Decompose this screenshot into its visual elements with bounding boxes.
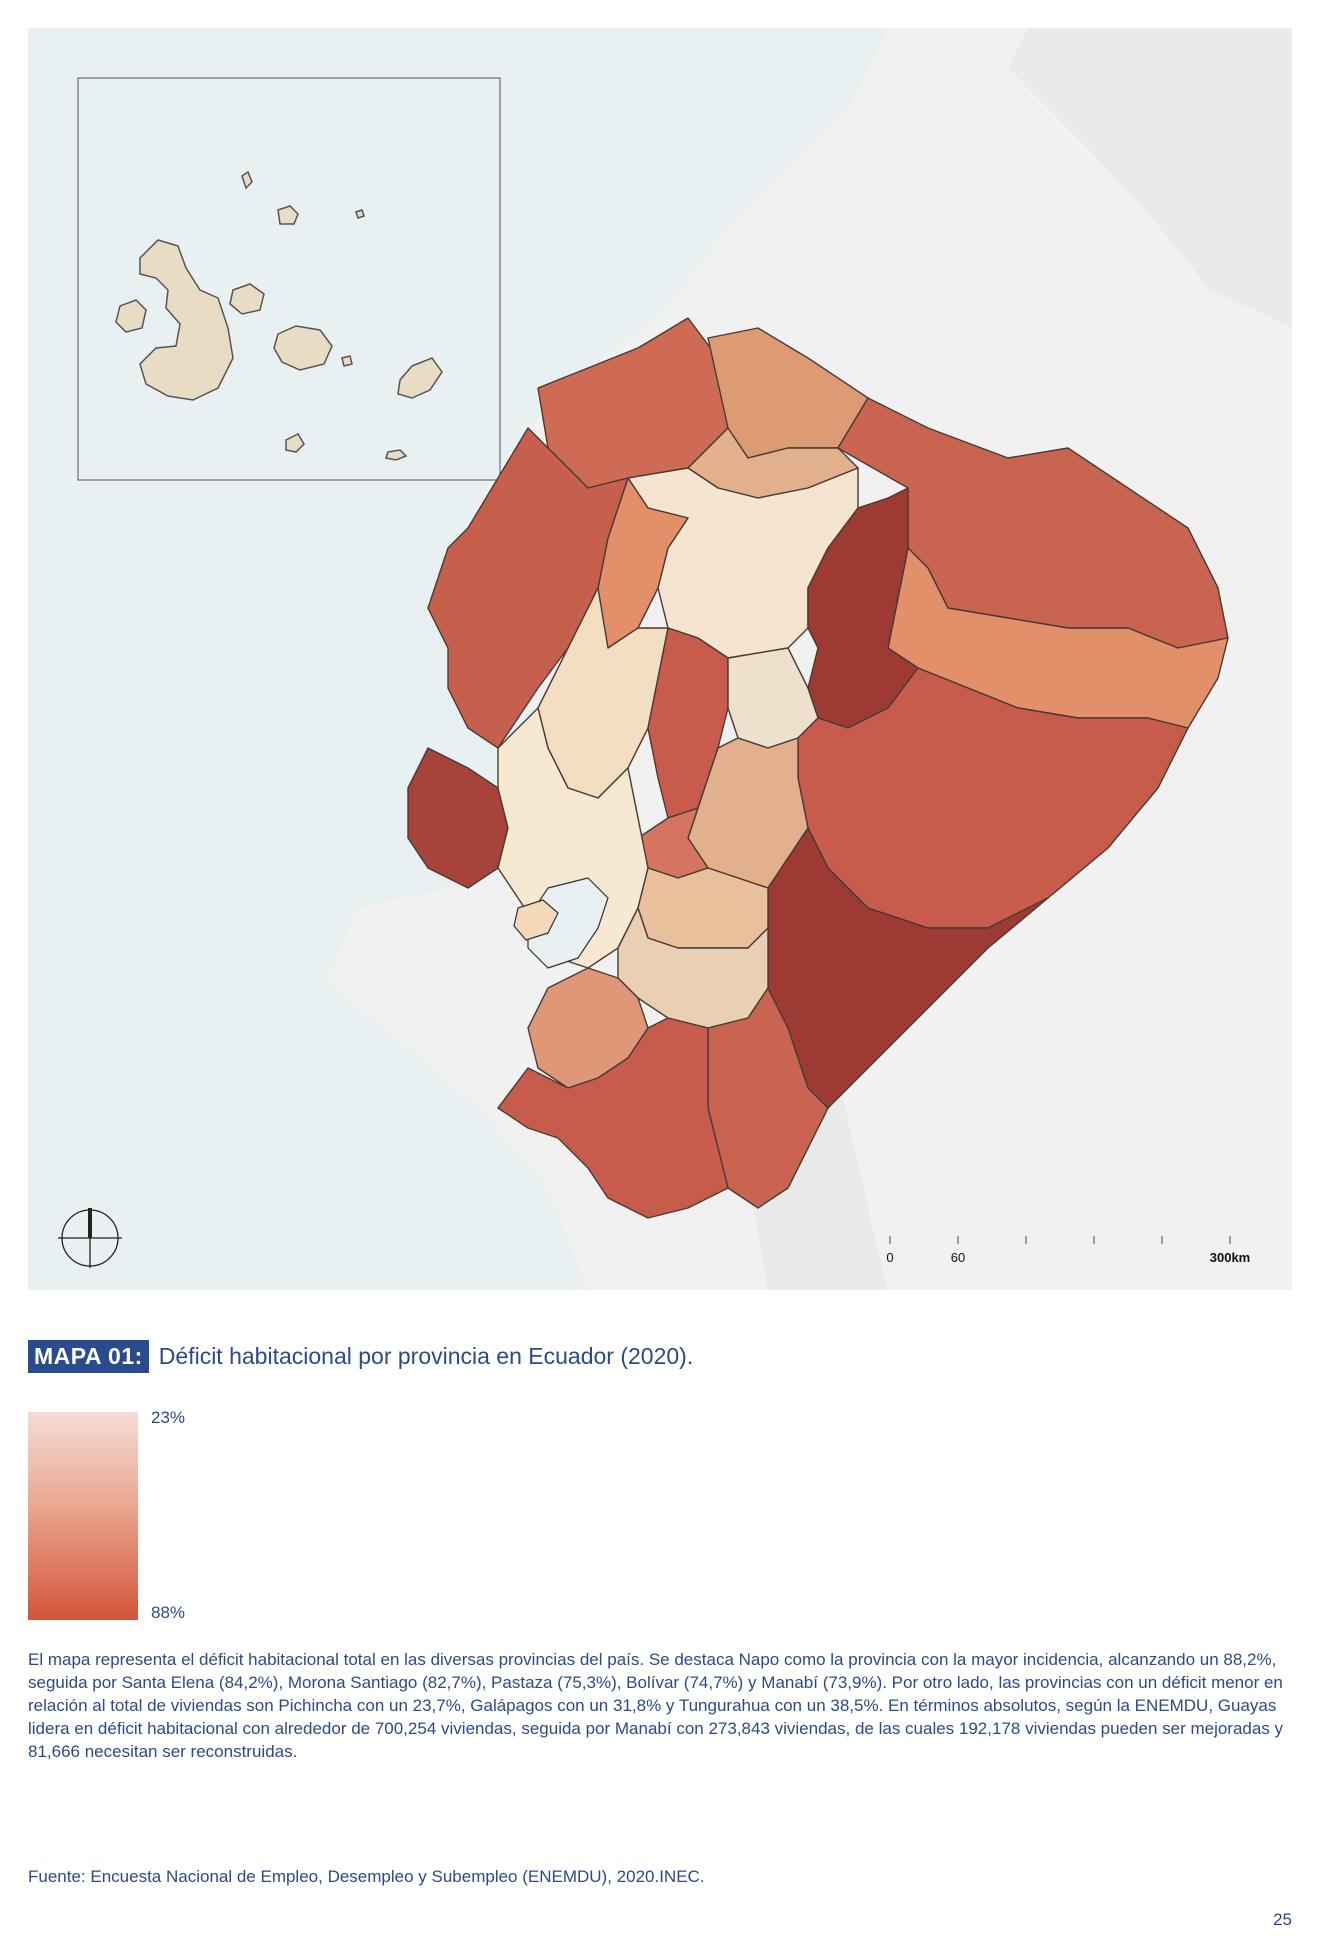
scale-label-zero: 0 bbox=[886, 1250, 893, 1265]
province-azuay bbox=[617, 907, 769, 1029]
provinces bbox=[407, 317, 1229, 1219]
island-genovesa bbox=[355, 209, 365, 219]
ecuador-deficit-map: 0 60 300km bbox=[28, 28, 1292, 1290]
north-arrow-icon bbox=[58, 1208, 122, 1268]
island-san-cristobal bbox=[397, 357, 443, 399]
scale-label-sixty: 60 bbox=[951, 1250, 965, 1265]
scale-label-max: 300km bbox=[1210, 1250, 1250, 1265]
island-espanola bbox=[385, 449, 408, 461]
scale-bar bbox=[889, 1236, 1231, 1244]
map-caption-label: MAPA 01: bbox=[28, 1340, 149, 1373]
page-number: 25 bbox=[1273, 1910, 1292, 1929]
island-santa-fe bbox=[341, 355, 353, 367]
island-santa-cruz bbox=[273, 325, 333, 371]
province-loja bbox=[497, 1017, 729, 1219]
galapagos-inset bbox=[77, 77, 501, 481]
map-caption: MAPA 01: Déficit habitacional por provin… bbox=[28, 1340, 693, 1373]
province-manabi bbox=[427, 427, 629, 749]
map-description: El mapa representa el déficit habitacion… bbox=[28, 1650, 1284, 1761]
puna-island bbox=[513, 899, 559, 941]
legend-top-label: 23% bbox=[151, 1408, 186, 1427]
map-caption-title: Déficit habitacional por provincia en Ec… bbox=[158, 1343, 694, 1369]
island-floreana bbox=[285, 433, 305, 453]
island-isabela bbox=[139, 239, 234, 401]
island-marchena bbox=[277, 205, 299, 225]
source-note: Fuente: Encuesta Nacional de Empleo, Des… bbox=[28, 1867, 705, 1886]
island-fernandina bbox=[115, 299, 147, 333]
island-pinta bbox=[241, 170, 253, 190]
province-santa-elena bbox=[407, 747, 509, 889]
legend-bottom-label: 88% bbox=[151, 1603, 186, 1622]
continental-land bbox=[328, 28, 1292, 1290]
island-santiago bbox=[229, 283, 265, 315]
andes-relief bbox=[1008, 28, 1292, 328]
legend-gradient-bar bbox=[28, 1412, 138, 1620]
